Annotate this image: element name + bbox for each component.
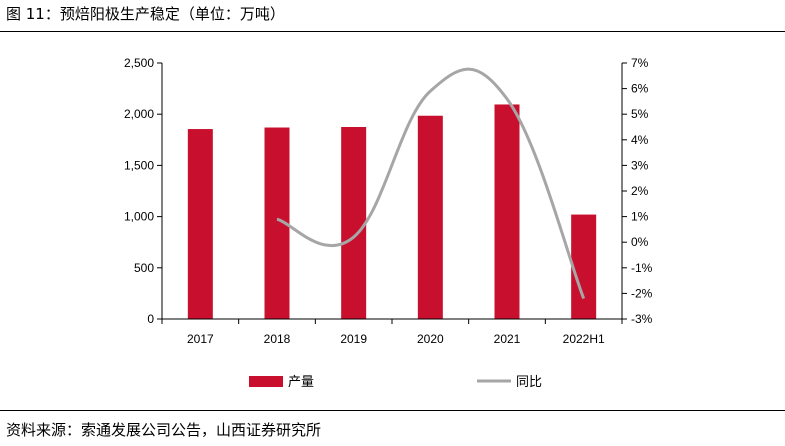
right-tick-label: 5% [631,107,649,121]
left-tick-label: 2,000 [124,107,154,121]
x-tick-label: 2020 [417,332,444,346]
left-tick-label: 0 [147,312,154,326]
x-tick-label: 2019 [340,332,367,346]
legend: 产量 同比 [249,374,542,389]
left-tick-label: 1,000 [124,210,154,224]
yoy-line [276,67,586,300]
x-axis: 2017 2018 2019 2020 2021 2022H1 [161,318,623,346]
right-y-axis: -3% -2% -1% 0% 1% 2% 3% 4% 5% 6% 7% [621,56,653,326]
bar [187,129,213,319]
x-tick-label: 2022H1 [563,332,605,346]
production-bars [187,104,597,320]
left-tick-label: 1,500 [124,158,154,172]
right-tick-label: 2% [631,184,649,198]
x-tick-label: 2017 [187,332,214,346]
x-tick-label: 2018 [264,332,291,346]
top-rule [0,31,785,32]
right-tick-label: 1% [631,210,649,224]
chart: 0 500 1,000 1,500 2,000 2,500 -3% -2% -1% 0% 1% 2%… [124,56,653,389]
legend-line-label: 同比 [516,374,542,389]
bottom-rule [0,410,785,411]
legend-bar-swatch [249,376,283,387]
right-tick-label: -3% [631,312,653,326]
right-tick-label: 0% [631,235,649,249]
left-tick-label: 500 [134,261,154,275]
bar [341,127,367,319]
right-tick-label: 3% [631,158,649,172]
bar [494,104,520,319]
right-tick-label: -1% [631,261,653,275]
x-tick-label: 2021 [494,332,521,346]
source-note: 资料来源：索通发展公司公告，山西证券研究所 [6,421,322,439]
legend-bar-label: 产量 [288,374,314,389]
left-y-axis: 0 500 1,000 1,500 2,000 2,500 [124,56,163,326]
right-tick-label: 6% [631,82,649,96]
bar [571,214,597,319]
figure-title: 图 11：预焙阳极生产稳定（单位：万吨） [6,5,285,23]
right-tick-label: -2% [631,286,653,300]
bar [417,115,443,320]
right-tick-label: 4% [631,133,649,147]
right-tick-label: 7% [631,56,649,70]
left-tick-label: 2,500 [124,56,154,70]
